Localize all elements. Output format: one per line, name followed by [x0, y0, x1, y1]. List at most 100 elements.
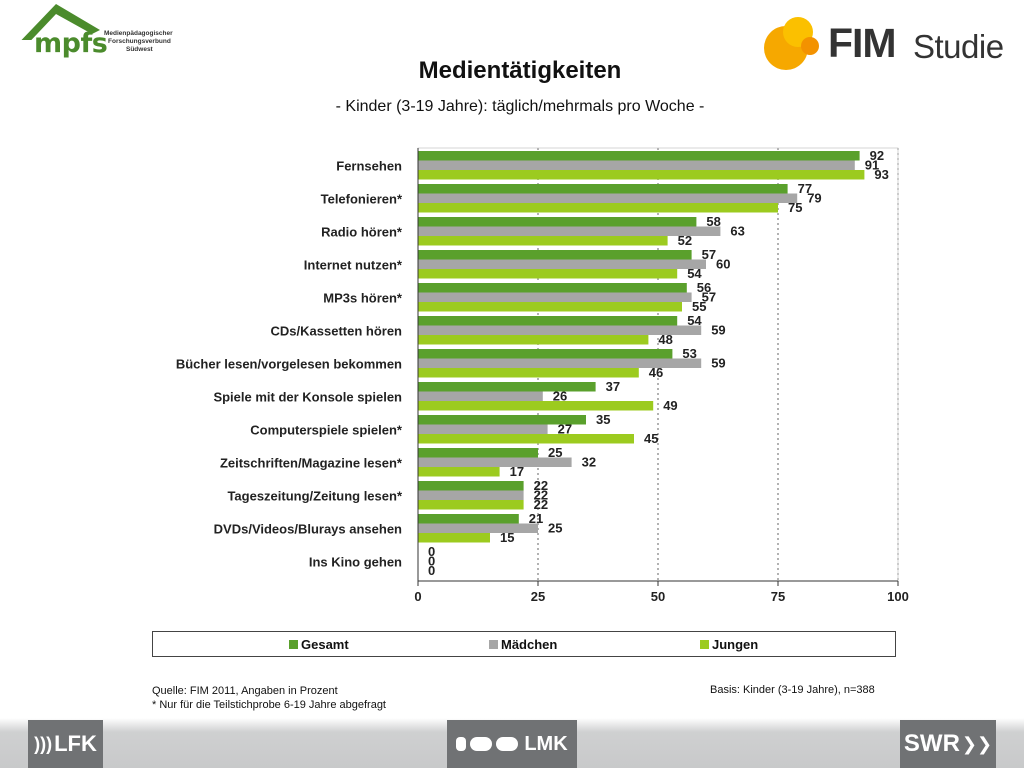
bar-gesamt: [418, 151, 860, 161]
category-label: Ins Kino gehen: [309, 554, 402, 569]
data-label: 75: [788, 200, 802, 215]
chart-legend: Gesamt Mädchen Jungen: [152, 631, 896, 657]
fim-circles-icon: [764, 17, 819, 70]
data-label: 22: [534, 497, 548, 512]
legend-swatch-gesamt: [289, 640, 298, 649]
data-label: 79: [807, 191, 821, 206]
bar-jungen: [418, 401, 654, 411]
mpfs-tagline-line: Forschungsverbund: [108, 38, 171, 45]
mpfs-wordmark: mpfs: [34, 28, 108, 59]
data-label: 17: [510, 464, 524, 479]
legend-item-jungen: Jungen: [700, 637, 758, 652]
data-label: 52: [678, 233, 692, 248]
data-label: 58: [706, 214, 720, 229]
category-label: Spiele mit der Konsole spielen: [213, 389, 402, 404]
swr-logo: SWR ❯❯: [900, 720, 996, 768]
bar-jungen: [418, 368, 639, 378]
basis-note: Basis: Kinder (3-19 Jahre), n=388: [710, 684, 875, 696]
legend-label: Gesamt: [301, 637, 349, 652]
data-label: 22: [534, 478, 548, 493]
category-label: Fernsehen: [336, 158, 402, 173]
bar-gesamt: [418, 250, 692, 260]
page-subtitle: - Kinder (3-19 Jahre): täglich/mehrmals …: [335, 98, 705, 115]
bar-gesamt: [418, 283, 687, 293]
legend-item-gesamt: Gesamt: [289, 637, 349, 652]
data-label: 22: [534, 488, 548, 503]
bar-maedchen: [418, 424, 548, 434]
category-label: Computerspiele spielen*: [250, 422, 403, 437]
mpfs-tagline: Medienpädagogischer Forschungsverbund Sü…: [104, 30, 194, 54]
data-label: 15: [500, 530, 514, 545]
bar-jungen: [418, 170, 865, 180]
mpfs-tagline-line: Medienpädagogischer: [104, 30, 173, 37]
mpfs-tagline-line: Südwest: [126, 46, 153, 53]
data-label: 32: [582, 455, 596, 470]
data-label: 53: [682, 346, 696, 361]
legend-label: Mädchen: [501, 637, 558, 652]
category-label: Internet nutzen*: [304, 257, 403, 272]
bar-jungen: [418, 269, 678, 279]
bar-gesamt: [418, 349, 673, 359]
bar-jungen: [418, 467, 500, 477]
lfk-logo: ))) LFK: [28, 720, 103, 768]
data-label: 55: [692, 299, 706, 314]
data-label: 54: [687, 313, 702, 328]
data-label: 0: [428, 554, 435, 569]
data-label: 48: [658, 332, 672, 347]
lfk-wordmark: LFK: [54, 731, 97, 756]
data-label: 0: [428, 563, 435, 578]
bar-gesamt: [418, 184, 788, 194]
data-label: 77: [798, 181, 812, 196]
lmk-wordmark: LMK: [524, 732, 568, 755]
x-tick-label: 25: [531, 589, 545, 604]
bar-maedchen: [418, 490, 524, 500]
x-tick-label: 75: [771, 589, 785, 604]
bar-maedchen: [418, 325, 702, 335]
bar-jungen: [418, 500, 524, 510]
data-label: 35: [596, 412, 610, 427]
category-label: CDs/Kassetten hören: [271, 323, 403, 338]
asterisk-note: * Nur für die Teilstichprobe 6-19 Jahre …: [152, 699, 386, 711]
bar-gesamt: [418, 514, 519, 524]
data-label: 45: [644, 431, 658, 446]
x-tick-label: 0: [414, 589, 421, 604]
data-label: 92: [870, 148, 884, 163]
legend-swatch-maedchen: [489, 640, 498, 649]
data-label: 21: [529, 511, 543, 526]
bar-gesamt: [418, 316, 678, 326]
data-label: 59: [711, 356, 725, 371]
bar-maedchen: [418, 457, 572, 467]
category-label: MP3s hören*: [323, 290, 403, 305]
mpfs-roof-icon: [21, 4, 100, 40]
swr-wordmark: SWR: [903, 730, 960, 757]
legend-item-maedchen: Mädchen: [489, 637, 557, 652]
bar-jungen: [418, 335, 649, 345]
data-label: 49: [663, 398, 677, 413]
data-label: 57: [702, 290, 716, 305]
data-label: 57: [702, 247, 716, 262]
source-note: Quelle: FIM 2011, Angaben in Prozent: [152, 685, 338, 697]
bar-maedchen: [418, 193, 798, 203]
footnote-block: Quelle: FIM 2011, Angaben in Prozent * N…: [152, 684, 386, 712]
data-label: 26: [553, 389, 567, 404]
data-label: 27: [558, 422, 572, 437]
legend-swatch-jungen: [700, 640, 709, 649]
data-label: 60: [716, 257, 730, 272]
data-label: 0: [428, 544, 435, 559]
bar-maedchen: [418, 391, 543, 401]
lmk-shapes-icon: [456, 737, 519, 751]
bar-maedchen: [418, 358, 702, 368]
bar-gesamt: [418, 217, 697, 227]
data-label: 46: [649, 365, 663, 380]
bar-maedchen: [418, 292, 692, 302]
bar-gesamt: [418, 415, 586, 425]
category-label: DVDs/Videos/Blurays ansehen: [214, 521, 402, 536]
data-label: 56: [697, 280, 711, 295]
category-label: Radio hören*: [321, 224, 403, 239]
category-label: Tageszeitung/Zeitung lesen*: [227, 488, 403, 503]
category-label: Zeitschriften/Magazine lesen*: [220, 455, 403, 470]
bar-jungen: [418, 203, 778, 213]
x-tick-label: 50: [651, 589, 665, 604]
fim-wordmark-bold: FIM: [828, 20, 897, 66]
